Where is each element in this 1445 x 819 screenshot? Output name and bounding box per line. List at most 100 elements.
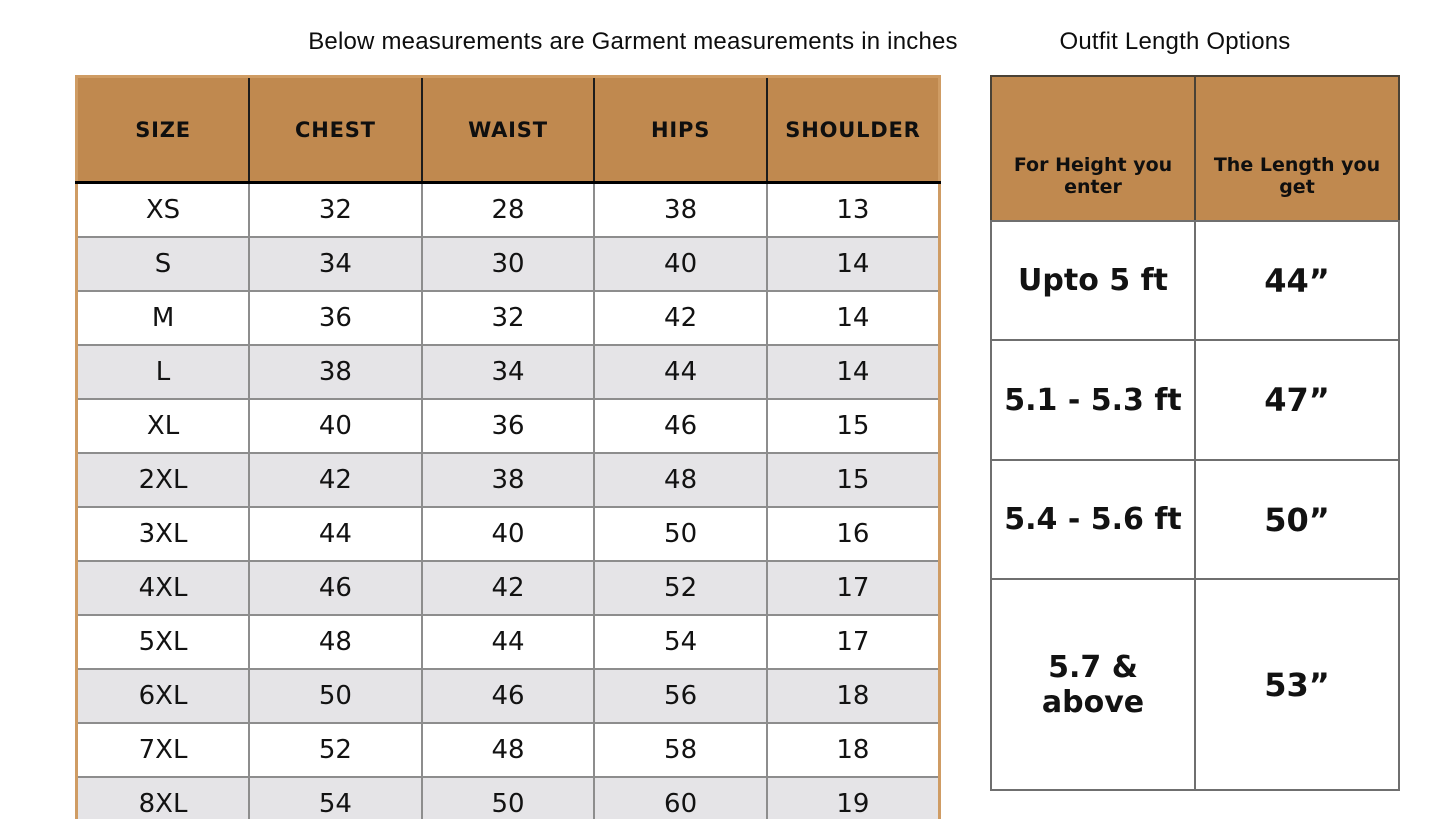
table-cell: 48: [420, 722, 596, 778]
table-cell: 32: [420, 290, 596, 346]
length-table-body: Upto 5 ft 44” 5.1 - 5.3 ft 47” 5.4 - 5.6 ft 5…: [990, 219, 1400, 791]
table-cell: 40: [593, 236, 768, 292]
table-cell: 18: [765, 722, 941, 778]
table-cell: 52: [248, 722, 423, 778]
table-cell: 17: [765, 560, 941, 616]
table-cell: 50: [248, 668, 423, 724]
table-cell: 46: [420, 668, 596, 724]
column-header-shoulder: SHOULDER: [766, 76, 941, 184]
garment-table-body: XS 32 28 38 13 S 34 30 40 14 M 36 32 42 14 L 38 34 44 14 XL 4…: [75, 181, 941, 819]
table-cell: M: [75, 290, 251, 346]
column-header-chest: CHEST: [249, 76, 423, 184]
table-cell: 54: [248, 776, 423, 819]
table-cell: 5.4 - 5.6 ft: [990, 458, 1196, 581]
table-cell: 34: [248, 236, 423, 292]
table-cell: 14: [765, 344, 941, 400]
outfit-length-table: For Height you enter The Length you get …: [990, 75, 1400, 791]
table-cell: 44: [420, 614, 596, 670]
table-cell: 5.7 & above: [990, 578, 1196, 791]
table-cell: 50”: [1194, 458, 1400, 581]
garment-measurements-table: SIZE CHEST WAIST HIPS SHOULDER XS 32 28 38 1…: [75, 75, 941, 819]
table-cell: 42: [248, 452, 423, 508]
table-cell: L: [75, 344, 251, 400]
table-cell: 53”: [1194, 578, 1400, 791]
table-row: XL 40 36 46 15: [75, 398, 941, 454]
table-cell: 58: [593, 722, 768, 778]
table-cell: 40: [420, 506, 596, 562]
table-row: 5.7 & above 53”: [990, 578, 1400, 791]
table-cell: 48: [248, 614, 423, 670]
table-cell: 46: [593, 398, 768, 454]
table-cell: 44: [593, 344, 768, 400]
length-header-row: For Height you enter The Length you get: [990, 75, 1400, 222]
table-row: L 38 34 44 14: [75, 344, 941, 400]
table-row: S 34 30 40 14: [75, 236, 941, 292]
table-row: 8XL 54 50 60 19: [75, 776, 941, 819]
table-cell: 52: [593, 560, 768, 616]
table-row: 4XL 46 42 52 17: [75, 560, 941, 616]
table-cell: 28: [420, 181, 596, 238]
table-cell: 4XL: [75, 560, 251, 616]
column-header-hips: HIPS: [594, 76, 768, 184]
garment-header-row: SIZE CHEST WAIST HIPS SHOULDER: [76, 76, 941, 184]
table-cell: 36: [420, 398, 596, 454]
table-cell: 15: [765, 452, 941, 508]
garment-table-header: SIZE CHEST WAIST HIPS SHOULDER: [76, 76, 941, 184]
table-cell: 13: [765, 181, 941, 238]
garment-table-title: Below measurements are Garment measureme…: [308, 28, 958, 55]
table-cell: 46: [248, 560, 423, 616]
table-cell: 32: [248, 181, 423, 238]
column-header-height: For Height you enter: [990, 75, 1196, 222]
table-cell: S: [75, 236, 251, 292]
column-header-waist: WAIST: [421, 76, 596, 184]
table-row: 7XL 52 48 58 18: [75, 722, 941, 778]
table-cell: 47”: [1194, 339, 1400, 461]
table-cell: 15: [765, 398, 941, 454]
table-cell: 50: [593, 506, 768, 562]
table-row: 5.1 - 5.3 ft 47”: [990, 339, 1400, 461]
table-cell: 14: [765, 290, 941, 346]
table-cell: 40: [248, 398, 423, 454]
table-cell: 44: [248, 506, 423, 562]
table-cell: 38: [420, 452, 596, 508]
table-row: 5XL 48 44 54 17: [75, 614, 941, 670]
table-row: 3XL 44 40 50 16: [75, 506, 941, 562]
table-cell: 2XL: [75, 452, 251, 508]
table-row: XS 32 28 38 13: [75, 181, 941, 238]
table-cell: XS: [75, 181, 251, 238]
table-cell: 16: [765, 506, 941, 562]
table-cell: 30: [420, 236, 596, 292]
table-row: 2XL 42 38 48 15: [75, 452, 941, 508]
table-cell: 42: [420, 560, 596, 616]
table-cell: 8XL: [75, 776, 251, 819]
table-cell: 7XL: [75, 722, 251, 778]
table-cell: 36: [248, 290, 423, 346]
table-cell: 38: [593, 181, 768, 238]
table-row: 6XL 50 46 56 18: [75, 668, 941, 724]
table-cell: 48: [593, 452, 768, 508]
column-header-size: SIZE: [76, 76, 251, 184]
table-cell: 6XL: [75, 668, 251, 724]
table-cell: 56: [593, 668, 768, 724]
table-cell: 18: [765, 668, 941, 724]
table-row: 5.4 - 5.6 ft 50”: [990, 458, 1400, 581]
table-cell: 14: [765, 236, 941, 292]
table-cell: 5.1 - 5.3 ft: [990, 339, 1196, 461]
table-cell: 42: [593, 290, 768, 346]
table-cell: 5XL: [75, 614, 251, 670]
table-row: Upto 5 ft 44”: [990, 219, 1400, 342]
table-cell: Upto 5 ft: [990, 219, 1196, 342]
table-cell: XL: [75, 398, 251, 454]
table-cell: 17: [765, 614, 941, 670]
table-cell: 54: [593, 614, 768, 670]
length-table-title: Outfit Length Options: [1059, 28, 1291, 55]
table-cell: 50: [420, 776, 596, 819]
table-cell: 38: [248, 344, 423, 400]
table-cell: 44”: [1194, 219, 1400, 342]
table-row: M 36 32 42 14: [75, 290, 941, 346]
table-cell: 3XL: [75, 506, 251, 562]
table-cell: 19: [765, 776, 941, 819]
length-table-header: For Height you enter The Length you get: [990, 75, 1400, 222]
column-header-length: The Length you get: [1194, 75, 1400, 222]
